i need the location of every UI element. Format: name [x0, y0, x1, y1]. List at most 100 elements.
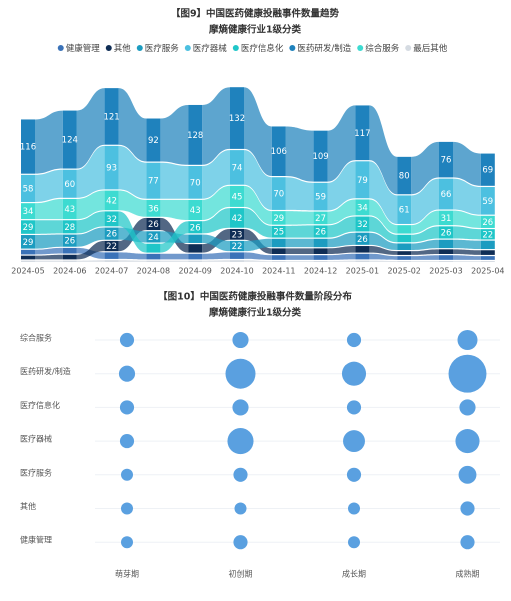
bubble	[118, 365, 136, 382]
legend-label: 医疗服务	[145, 43, 180, 54]
bar	[188, 165, 203, 199]
bar	[230, 252, 244, 259]
bar	[62, 198, 77, 220]
bar	[188, 253, 203, 260]
bar	[313, 255, 328, 260]
ribbon	[160, 104, 189, 165]
ribbon	[327, 246, 356, 254]
ribbon	[35, 169, 63, 202]
x-tick-label: 2025-03	[429, 267, 462, 276]
bar	[397, 225, 412, 234]
legend-label: 最后其他	[413, 43, 448, 54]
data-label: 24	[148, 233, 159, 243]
data-label: 22	[106, 242, 117, 252]
ribbon	[35, 198, 63, 220]
data-label: 23	[232, 230, 243, 240]
ribbon	[327, 199, 356, 225]
bubble	[232, 399, 249, 416]
x-tick-label: 2025-02	[387, 267, 420, 276]
data-label: 26	[441, 228, 452, 238]
x-tick-label: 萌芽期	[115, 569, 139, 579]
legend-label: 健康管理	[66, 43, 101, 54]
bar	[271, 126, 286, 177]
chart-title: 【图10】中国医药健康投融事件数量阶段分布	[158, 291, 352, 303]
ribbon	[411, 261, 439, 262]
data-label: 60	[64, 180, 75, 190]
x-tick-label: 成长期	[342, 569, 366, 579]
ribbon	[411, 239, 439, 250]
bar	[397, 243, 412, 250]
x-tick-label: 2025-04	[471, 267, 504, 276]
x-tick-label: 2024-05	[11, 267, 44, 276]
data-label: 26	[106, 230, 117, 240]
bar	[397, 256, 412, 260]
legend-swatch	[289, 45, 296, 51]
bar	[146, 243, 161, 253]
data-label: 66	[441, 190, 452, 200]
bubble	[121, 502, 133, 515]
bubble	[455, 429, 480, 454]
x-tick-label: 2024-10	[220, 267, 253, 276]
bar	[21, 119, 35, 174]
x-tick-label: 成熟期	[456, 569, 480, 579]
ribbon	[76, 211, 105, 234]
data-label: 27	[315, 214, 326, 224]
bubble	[341, 361, 367, 386]
data-label: 32	[106, 215, 117, 225]
ribbon	[453, 178, 481, 215]
legend-swatch	[357, 45, 364, 51]
bar	[313, 261, 328, 262]
data-label: 59	[315, 193, 326, 203]
ribbon	[369, 246, 398, 255]
bar	[62, 260, 77, 262]
bar	[188, 234, 203, 243]
ribbon	[202, 208, 230, 234]
ribbon	[118, 211, 147, 253]
ribbon	[411, 249, 439, 255]
ribbon	[35, 247, 63, 255]
bubble	[460, 535, 475, 550]
data-label: 26	[148, 220, 159, 230]
legend-swatch	[57, 45, 64, 51]
ribbon	[244, 87, 272, 177]
bar	[439, 255, 453, 260]
x-tick-label: 2024-09	[178, 267, 211, 276]
chart-subtitle: 摩熵健康行业1级分类	[209, 24, 302, 36]
bar	[21, 220, 35, 234]
ribbon	[411, 178, 439, 224]
bar	[439, 239, 453, 249]
bar	[480, 261, 495, 262]
legend-swatch	[405, 45, 412, 51]
data-label: 26	[64, 237, 75, 247]
bubble	[458, 465, 477, 484]
chart-subtitle: 摩熵健康行业1级分类	[209, 307, 302, 319]
bar	[397, 261, 412, 262]
x-tick-label: 2024-08	[137, 267, 170, 276]
ribbon	[160, 253, 189, 260]
x-tick-label: 2024-06	[53, 267, 86, 276]
bar	[439, 178, 453, 210]
bar	[62, 220, 77, 234]
bar	[104, 252, 119, 259]
ribbon	[285, 126, 314, 182]
legend-label: 综合服务	[365, 43, 400, 54]
ribbon	[35, 254, 63, 260]
bar	[146, 217, 161, 231]
bubble	[459, 399, 476, 416]
y-tick-label: 其他	[20, 501, 36, 511]
bar	[104, 88, 119, 145]
legend-swatch	[232, 45, 239, 51]
bar	[355, 232, 370, 245]
bar	[439, 141, 453, 178]
ribbon	[327, 161, 356, 211]
data-label: 29	[273, 214, 284, 224]
bar	[355, 161, 370, 199]
data-label: 34	[357, 203, 368, 213]
data-label: 34	[23, 207, 34, 217]
bubble	[232, 331, 249, 349]
bar	[104, 190, 119, 211]
bubble	[227, 428, 254, 455]
bar	[146, 260, 161, 262]
bar	[439, 261, 453, 262]
bar	[355, 246, 370, 253]
